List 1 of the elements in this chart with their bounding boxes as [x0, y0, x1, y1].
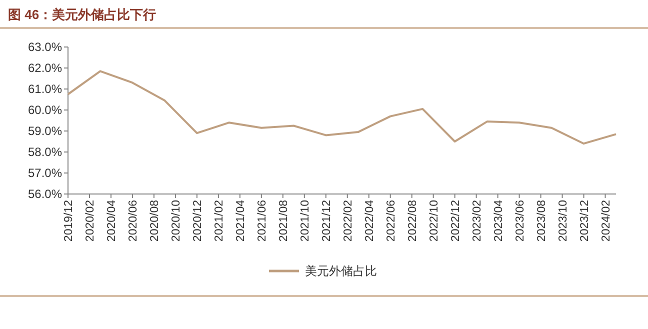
title: 图 46：美元外储占比下行	[8, 7, 156, 22]
